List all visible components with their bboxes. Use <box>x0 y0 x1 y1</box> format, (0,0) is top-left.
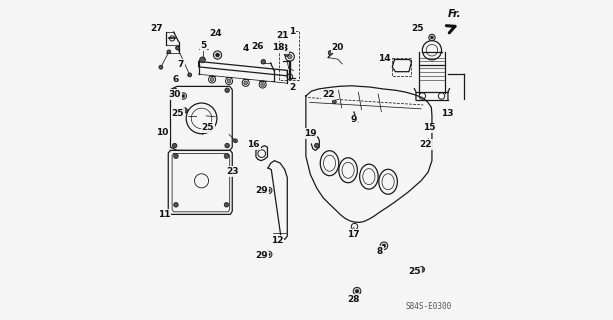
Text: S84S-E0300: S84S-E0300 <box>405 302 451 311</box>
Text: 19: 19 <box>304 129 317 138</box>
Text: 26: 26 <box>251 42 264 51</box>
Text: 15: 15 <box>424 124 436 132</box>
Text: 28: 28 <box>348 295 360 304</box>
Text: 24: 24 <box>209 29 222 38</box>
Circle shape <box>356 290 359 293</box>
Text: 6: 6 <box>172 75 178 84</box>
Text: 23: 23 <box>227 167 239 176</box>
Text: 18: 18 <box>272 43 284 52</box>
Text: 11: 11 <box>158 210 170 219</box>
Text: 29: 29 <box>256 252 268 260</box>
Circle shape <box>332 100 337 104</box>
Circle shape <box>419 267 425 272</box>
Text: 9: 9 <box>351 116 357 124</box>
Circle shape <box>210 77 214 81</box>
Circle shape <box>267 253 270 256</box>
Text: 16: 16 <box>248 140 260 149</box>
Circle shape <box>173 154 178 158</box>
Circle shape <box>284 51 289 56</box>
Text: 12: 12 <box>271 236 283 245</box>
Text: 25: 25 <box>202 123 214 132</box>
Circle shape <box>224 203 229 207</box>
Circle shape <box>244 81 248 85</box>
Circle shape <box>213 51 222 59</box>
Circle shape <box>173 203 178 207</box>
Circle shape <box>172 88 177 92</box>
Circle shape <box>426 144 430 148</box>
Text: 14: 14 <box>378 54 390 63</box>
Circle shape <box>265 251 272 258</box>
Circle shape <box>380 242 388 250</box>
Circle shape <box>428 34 435 41</box>
Circle shape <box>430 36 433 39</box>
Circle shape <box>200 57 205 63</box>
Text: 29: 29 <box>256 186 268 195</box>
Circle shape <box>188 73 192 77</box>
Text: 25: 25 <box>172 109 184 118</box>
Text: 20: 20 <box>332 44 344 52</box>
Circle shape <box>159 65 163 69</box>
Circle shape <box>180 93 186 99</box>
Circle shape <box>234 139 237 143</box>
Text: 25: 25 <box>411 24 424 33</box>
Circle shape <box>314 143 319 148</box>
Text: 3: 3 <box>281 44 288 53</box>
Text: 25: 25 <box>408 268 421 276</box>
Circle shape <box>182 108 188 113</box>
Circle shape <box>261 60 265 64</box>
Circle shape <box>225 88 229 92</box>
Text: 22: 22 <box>419 140 432 149</box>
Circle shape <box>383 244 386 247</box>
Circle shape <box>261 83 265 86</box>
Circle shape <box>287 54 292 59</box>
Circle shape <box>167 50 171 54</box>
Text: 2: 2 <box>289 84 295 92</box>
Text: 5: 5 <box>200 41 207 50</box>
Text: 30: 30 <box>169 90 181 99</box>
Text: 22: 22 <box>322 90 335 99</box>
Text: 10: 10 <box>156 128 169 137</box>
Circle shape <box>328 51 333 55</box>
Circle shape <box>267 189 270 192</box>
Circle shape <box>224 154 229 158</box>
Circle shape <box>353 287 361 295</box>
Text: 21: 21 <box>276 31 289 40</box>
Circle shape <box>265 187 272 194</box>
Circle shape <box>216 53 219 57</box>
Text: Fr.: Fr. <box>447 9 461 19</box>
Circle shape <box>225 143 229 148</box>
Circle shape <box>227 79 231 83</box>
Text: 4: 4 <box>243 44 249 53</box>
Text: 13: 13 <box>441 109 454 118</box>
Text: 7: 7 <box>178 60 185 69</box>
Circle shape <box>182 94 185 97</box>
Text: 27: 27 <box>150 24 163 33</box>
Text: 1: 1 <box>289 27 295 36</box>
Text: 8: 8 <box>377 247 383 256</box>
Text: 17: 17 <box>346 230 359 239</box>
Circle shape <box>175 46 180 50</box>
Circle shape <box>172 143 177 148</box>
